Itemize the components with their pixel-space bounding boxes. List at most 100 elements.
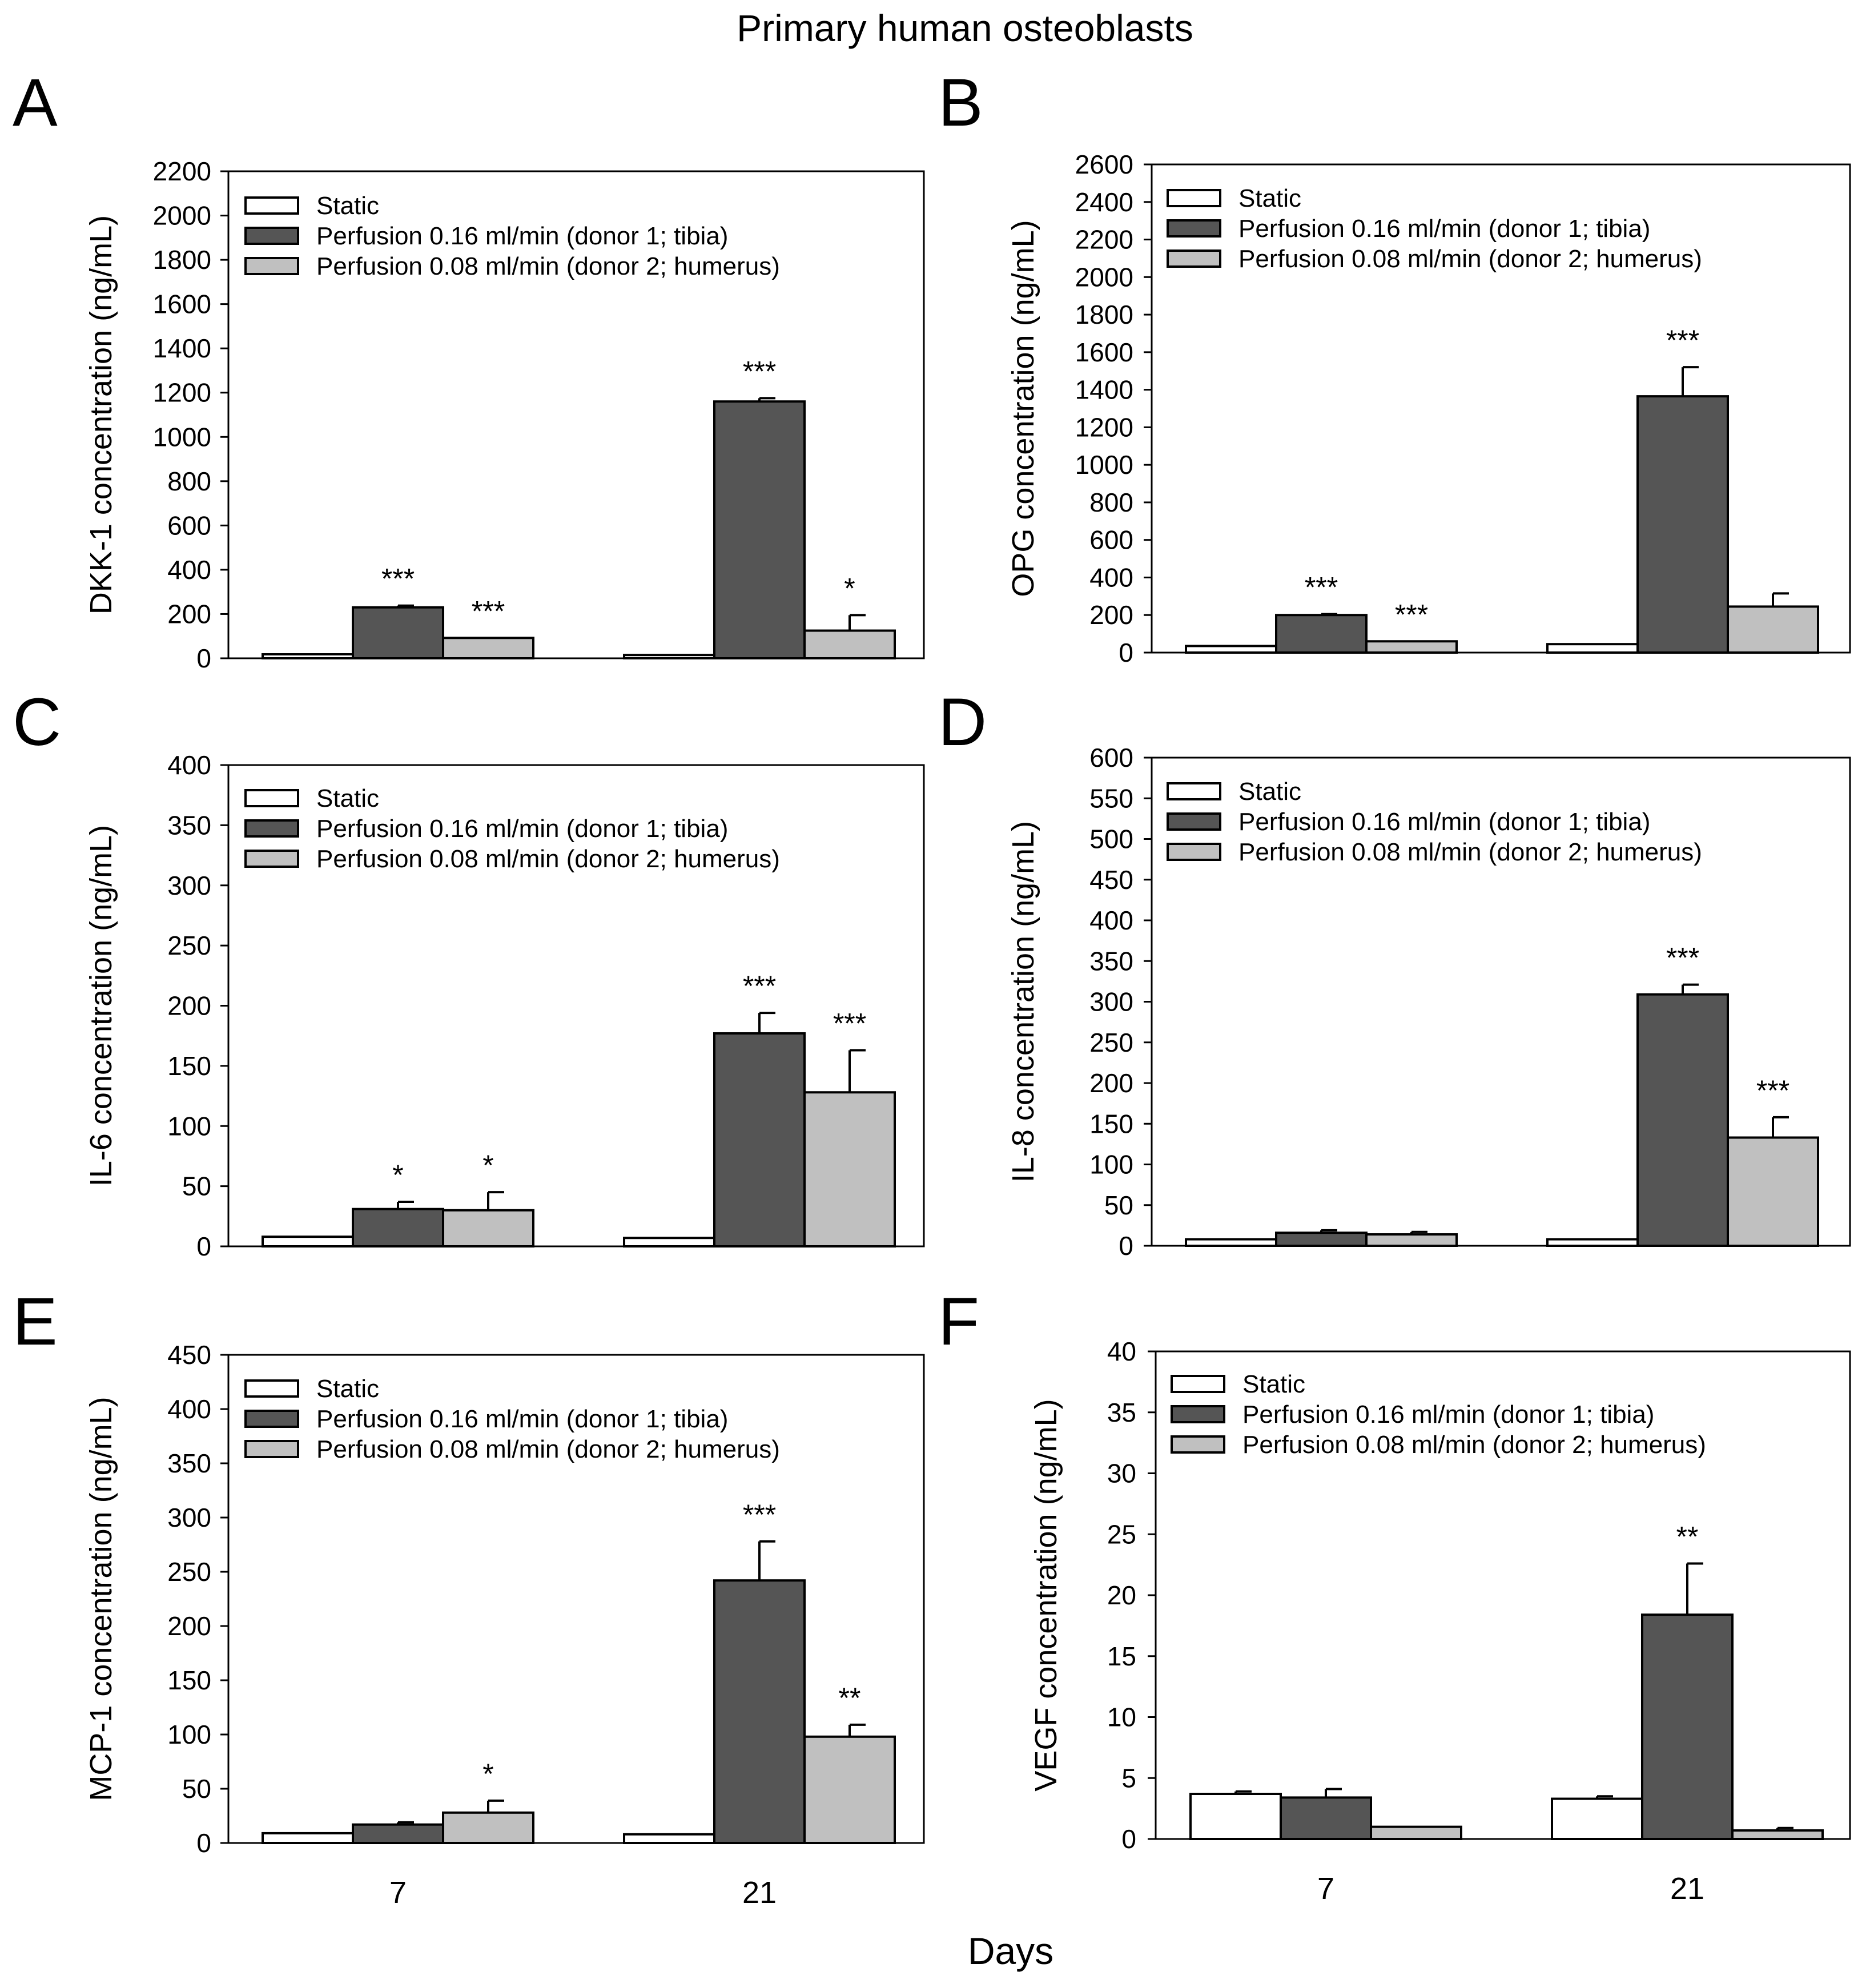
significance-label: *** <box>743 355 776 387</box>
y-tick-label: 600 <box>1089 525 1133 555</box>
y-tick-label: 100 <box>1089 1150 1133 1180</box>
y-tick-label: 50 <box>182 1774 211 1804</box>
y-tick-label: 0 <box>196 643 211 673</box>
bar <box>1185 645 1277 654</box>
legend-label: Static <box>1242 1370 1305 1398</box>
y-tick-label: 250 <box>167 1557 211 1587</box>
legend-label: Perfusion 0.08 ml/min (donor 2; humerus) <box>1238 838 1702 866</box>
significance-label: * <box>844 572 855 604</box>
significance-label: *** <box>1395 598 1428 630</box>
significance-label: *** <box>472 595 505 627</box>
y-tick-label: 2200 <box>153 156 211 186</box>
y-tick-label: 800 <box>1089 488 1133 517</box>
bar <box>1727 1136 1819 1247</box>
legend-swatch <box>244 1379 299 1398</box>
legend-label: Perfusion 0.16 ml/min (donor 1; tibia) <box>1238 215 1650 243</box>
x-tick-label: 21 <box>742 1876 777 1910</box>
legend-swatch <box>244 789 299 807</box>
bar <box>1275 1232 1368 1247</box>
bar <box>1370 1825 1462 1840</box>
y-axis-title: MCP-1 concentration (ng/mL) <box>84 1397 118 1801</box>
plot-frame <box>227 170 925 659</box>
bar <box>1365 1233 1458 1247</box>
bar <box>1636 395 1729 654</box>
y-tick-label: 0 <box>1119 1231 1133 1261</box>
legend-swatch <box>244 196 299 215</box>
panel-a: A DKK-1 concentration (ng/mL) 0 200 400 600 80… <box>13 65 925 673</box>
y-tick-label: 400 <box>1089 906 1133 935</box>
y-tick-label: 10 <box>1107 1703 1136 1732</box>
plot-frame <box>1151 163 1851 654</box>
bar <box>1275 614 1368 654</box>
y-axis-title: OPG concentration (ng/mL) <box>1006 220 1040 597</box>
bar <box>623 1237 715 1248</box>
bar <box>713 400 806 660</box>
y-tick-label: 20 <box>1107 1580 1136 1610</box>
panel-letter: F <box>938 1284 979 1359</box>
y-tick-label: 5 <box>1121 1763 1136 1793</box>
y-tick-label: 450 <box>167 1340 211 1370</box>
significance-label: ** <box>1676 1520 1699 1552</box>
bar <box>1727 605 1819 654</box>
plot-frame <box>1155 1350 1851 1840</box>
x-tick-label: 7 <box>389 1876 407 1910</box>
legend-swatch <box>244 819 299 838</box>
legend-label: Perfusion 0.16 ml/min (donor 1; tibia) <box>1238 808 1650 836</box>
y-tick-label: 400 <box>167 1394 211 1424</box>
plot-frame <box>227 764 925 1247</box>
y-tick-label: 350 <box>167 1448 211 1478</box>
bar <box>623 1833 715 1845</box>
bar <box>1280 1796 1372 1840</box>
x-tick-label: 7 <box>1317 1872 1334 1906</box>
y-tick-label: 1400 <box>153 333 211 363</box>
legend-label: Perfusion 0.16 ml/min (donor 1; tibia) <box>316 1405 728 1433</box>
panel-letter: A <box>13 65 58 140</box>
y-tick-label: 150 <box>167 1051 211 1081</box>
legend-swatch <box>1167 782 1221 800</box>
y-tick-label: 200 <box>167 599 211 629</box>
legend-label: Perfusion 0.16 ml/min (donor 1; tibia) <box>316 222 728 250</box>
significance-label: * <box>392 1159 403 1191</box>
panel-e: E MCP-1 concentration (ng/mL) 0 50 100 150 200… <box>13 1284 925 1910</box>
bar <box>803 629 896 659</box>
significance-label: * <box>482 1149 493 1181</box>
legend-label: Static <box>316 192 379 220</box>
significance-label: * <box>482 1758 493 1790</box>
legend-swatch <box>1167 219 1221 238</box>
y-tick-label: 15 <box>1107 1641 1136 1671</box>
y-tick-label: 250 <box>1089 1028 1133 1057</box>
y-tick-label: 200 <box>1089 1068 1133 1098</box>
significance-label: *** <box>1756 1075 1789 1106</box>
significance-label: *** <box>743 970 776 1002</box>
legend-swatch <box>244 1440 299 1458</box>
y-axis-title: VEGF concentration (ng/mL) <box>1029 1399 1063 1791</box>
bar <box>442 637 534 660</box>
panel-letter: D <box>938 685 987 760</box>
y-tick-label: 2200 <box>1075 225 1133 255</box>
y-tick-label: 0 <box>1119 638 1133 667</box>
y-tick-label: 1800 <box>1075 300 1133 329</box>
bar <box>1641 1613 1734 1840</box>
y-tick-label: 35 <box>1107 1398 1136 1427</box>
bar <box>352 1208 444 1247</box>
bar <box>352 1823 444 1844</box>
legend-label: Perfusion 0.16 ml/min (donor 1; tibia) <box>316 815 728 843</box>
legend-label: Perfusion 0.08 ml/min (donor 2; humerus) <box>316 845 780 873</box>
legend-swatch <box>1171 1435 1225 1454</box>
bar <box>442 1811 534 1845</box>
legend-label: Perfusion 0.08 ml/min (donor 2; humerus) <box>316 1435 780 1463</box>
y-tick-label: 40 <box>1107 1337 1136 1366</box>
y-tick-label: 150 <box>167 1665 211 1695</box>
legend-swatch <box>244 850 299 868</box>
bar <box>1636 993 1729 1247</box>
legend-label: Static <box>1238 184 1301 212</box>
bar <box>1546 1238 1639 1247</box>
y-tick-label: 400 <box>167 555 211 585</box>
y-tick-label: 1600 <box>153 289 211 319</box>
y-tick-label: 400 <box>167 750 211 780</box>
y-tick-label: 50 <box>182 1172 211 1201</box>
y-tick-label: 250 <box>167 931 211 960</box>
figure-title: Primary human osteoblasts <box>737 7 1193 49</box>
legend-label: Perfusion 0.08 ml/min (donor 2; humerus) <box>316 252 780 280</box>
panel-c: C IL-6 concentration (ng/mL) 0 50 100 150 200 2… <box>13 685 925 1261</box>
